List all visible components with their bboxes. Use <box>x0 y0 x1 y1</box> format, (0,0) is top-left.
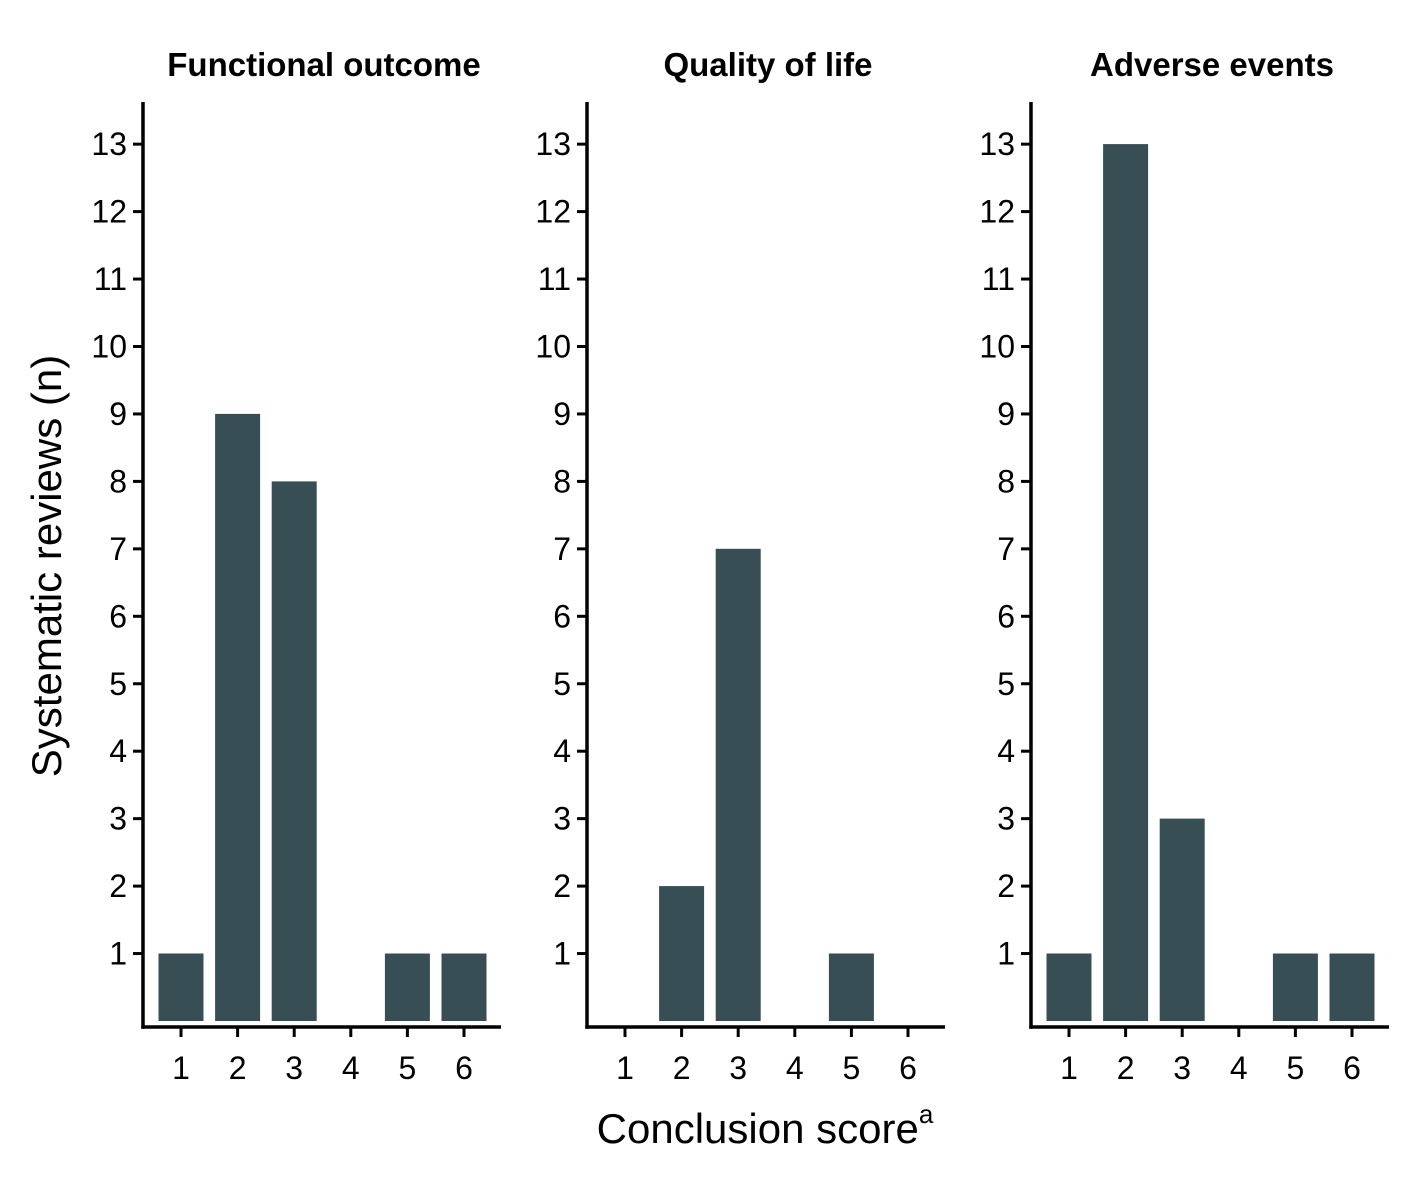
x-axis-label-superscript: a <box>919 1099 934 1129</box>
y-tick-label: 6 <box>997 598 1015 634</box>
x-tick-label: 4 <box>1230 1050 1248 1086</box>
bar <box>715 548 761 1021</box>
y-tick-label: 2 <box>553 868 571 904</box>
y-tick-label: 9 <box>109 396 127 432</box>
x-tick-label: 2 <box>229 1050 247 1086</box>
y-tick-label: 9 <box>997 396 1015 432</box>
y-tick-label: 8 <box>109 463 127 499</box>
y-tick-label: 5 <box>997 666 1015 702</box>
x-tick-label: 1 <box>616 1050 634 1086</box>
x-tick-label: 6 <box>1343 1050 1361 1086</box>
y-tick-label: 3 <box>997 801 1015 837</box>
x-tick-label: 3 <box>1173 1050 1191 1086</box>
x-tick-label: 6 <box>899 1050 917 1086</box>
x-tick-label: 2 <box>1117 1050 1135 1086</box>
y-tick-label: 8 <box>553 463 571 499</box>
y-tick-label: 1 <box>553 936 571 972</box>
y-tick-label: 13 <box>979 126 1015 162</box>
x-tick-label: 1 <box>1060 1050 1078 1086</box>
bar <box>1046 953 1092 1021</box>
x-tick-label: 5 <box>843 1050 861 1086</box>
y-tick-label: 2 <box>109 868 127 904</box>
bar <box>158 953 204 1021</box>
y-tick-label: 12 <box>979 194 1015 230</box>
y-tick-label: 13 <box>91 126 127 162</box>
y-tick-label: 13 <box>535 126 571 162</box>
bar <box>1103 144 1149 1022</box>
panel-title: Quality of life <box>663 46 872 83</box>
y-tick-label: 5 <box>109 666 127 702</box>
y-tick-label: 3 <box>553 801 571 837</box>
y-tick-label: 7 <box>109 531 127 567</box>
bar <box>384 953 430 1021</box>
y-tick-label: 10 <box>535 329 571 365</box>
y-tick-label: 7 <box>553 531 571 567</box>
y-tick-label: 4 <box>997 733 1015 769</box>
y-tick-label: 10 <box>91 329 127 365</box>
y-tick-label: 8 <box>997 463 1015 499</box>
panel-title: Functional outcome <box>167 46 481 83</box>
bar <box>828 953 874 1021</box>
y-tick-label: 2 <box>997 868 1015 904</box>
y-tick-label: 1 <box>997 936 1015 972</box>
y-tick-label: 4 <box>109 733 127 769</box>
y-tick-label: 12 <box>535 194 571 230</box>
bar <box>1272 953 1318 1021</box>
bar <box>441 953 487 1021</box>
bar <box>1329 953 1375 1021</box>
x-tick-label: 1 <box>172 1050 190 1086</box>
y-tick-label: 3 <box>109 801 127 837</box>
y-tick-label: 5 <box>553 666 571 702</box>
x-tick-label: 5 <box>1287 1050 1305 1086</box>
y-tick-label: 4 <box>553 733 571 769</box>
x-tick-label: 6 <box>455 1050 473 1086</box>
x-tick-label: 3 <box>729 1050 747 1086</box>
x-tick-label: 4 <box>342 1050 360 1086</box>
y-tick-label: 12 <box>91 194 127 230</box>
panel-title: Adverse events <box>1090 46 1334 83</box>
bar <box>1159 818 1205 1021</box>
y-tick-label: 9 <box>553 396 571 432</box>
y-axis-label: Systematic reviews (n) <box>23 355 70 777</box>
x-axis-label: Conclusion scorea <box>597 1099 934 1152</box>
x-axis-label-text: Conclusion score <box>597 1105 919 1152</box>
y-tick-label: 10 <box>979 329 1015 365</box>
y-tick-label: 11 <box>982 261 1015 297</box>
y-tick-label: 1 <box>109 936 127 972</box>
bar <box>215 413 261 1021</box>
x-tick-label: 4 <box>786 1050 804 1086</box>
y-tick-label: 7 <box>997 531 1015 567</box>
x-tick-label: 2 <box>673 1050 691 1086</box>
y-tick-label: 6 <box>109 598 127 634</box>
y-tick-label: 11 <box>538 261 571 297</box>
y-tick-label: 11 <box>94 261 127 297</box>
y-tick-label: 6 <box>553 598 571 634</box>
x-tick-label: 5 <box>399 1050 417 1086</box>
x-tick-label: 3 <box>285 1050 303 1086</box>
bar <box>659 886 705 1021</box>
bar <box>271 481 317 1021</box>
